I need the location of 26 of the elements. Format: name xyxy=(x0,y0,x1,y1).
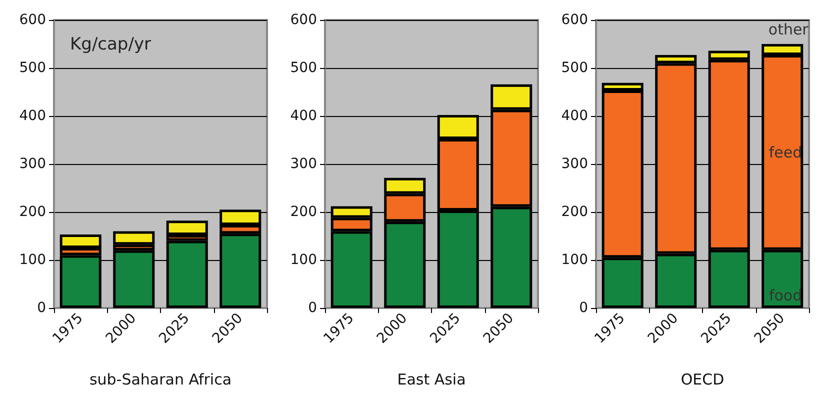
y-tick-label: 400 xyxy=(290,108,317,124)
y-tick-label: 500 xyxy=(19,60,46,76)
y-tick-label: 400 xyxy=(561,108,588,124)
x-axis-title: OECD xyxy=(680,370,724,388)
series-label: other xyxy=(768,20,810,38)
y-tick-label: 300 xyxy=(561,156,588,172)
y-tick-label: 0 xyxy=(37,300,46,316)
y-tick-label: 500 xyxy=(561,60,588,76)
annotation: Kg/cap/yr xyxy=(70,34,152,54)
y-tick-label: 100 xyxy=(19,252,46,268)
x-axis-title: East Asia xyxy=(397,370,466,388)
y-tick-label: 600 xyxy=(290,12,317,28)
y-tick-label: 400 xyxy=(19,108,46,124)
y-tick-label: 300 xyxy=(19,156,46,172)
y-tick-label: 100 xyxy=(561,252,588,268)
y-tick-label: 200 xyxy=(561,204,588,220)
y-tick-label: 300 xyxy=(290,156,317,172)
y-tick-label: 200 xyxy=(290,204,317,220)
y-tick-label: 600 xyxy=(19,12,46,28)
y-tick-label: 0 xyxy=(308,300,317,316)
y-tick-label: 100 xyxy=(290,252,317,268)
y-tick-label: 200 xyxy=(19,204,46,220)
y-tick-label: 600 xyxy=(561,12,588,28)
y-tick-label: 500 xyxy=(290,60,317,76)
x-axis-title: sub-Saharan Africa xyxy=(89,370,232,388)
y-tick-label: 0 xyxy=(579,300,588,316)
